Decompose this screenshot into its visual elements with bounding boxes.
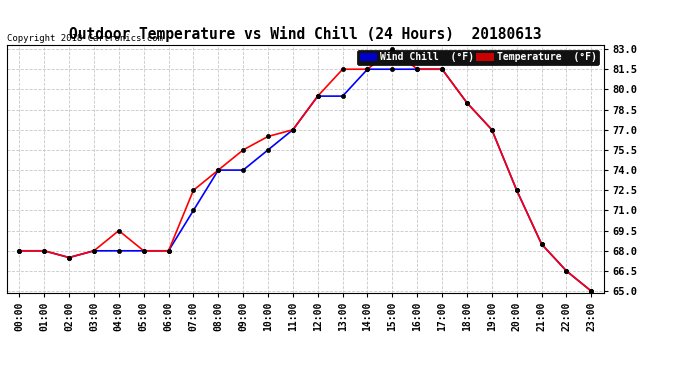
Legend: Wind Chill  (°F), Temperature  (°F): Wind Chill (°F), Temperature (°F) — [357, 50, 599, 65]
Title: Outdoor Temperature vs Wind Chill (24 Hours)  20180613: Outdoor Temperature vs Wind Chill (24 Ho… — [69, 27, 542, 42]
Text: Copyright 2018 Cartronics.com: Copyright 2018 Cartronics.com — [7, 33, 163, 42]
